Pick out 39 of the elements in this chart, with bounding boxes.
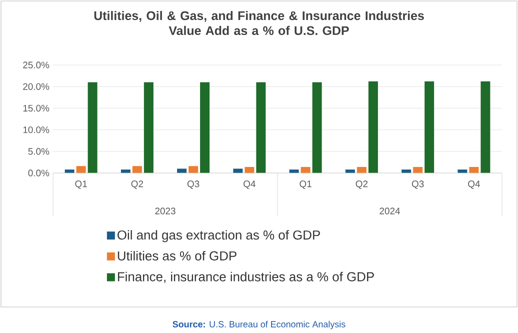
bar: [256, 82, 266, 173]
y-tick-label: 10.0%: [23, 126, 50, 134]
bar: [368, 81, 378, 173]
text: Source: U.S. Bureau of Economic Analysis: [172, 320, 346, 330]
x-tick-label: Q4: [468, 180, 480, 189]
y-tick-label: 15.0%: [23, 104, 50, 112]
bar: [177, 168, 187, 173]
bar: [233, 168, 243, 173]
text: 2023: [155, 208, 176, 214]
text: 2024: [380, 208, 400, 214]
bar: [300, 166, 310, 173]
bar: [188, 166, 198, 173]
bar: [356, 166, 366, 173]
x-tick-label: Q4: [244, 180, 256, 189]
x-tick-label: Q3: [187, 180, 200, 189]
y-tick-label: 0.0%: [28, 170, 50, 176]
chart-title: Utilities, Oil & Gas, and Finance & Insurance Industries Value Add as a % of U.S. GDP: [94, 10, 424, 36]
x-tick-label: Q1: [75, 180, 87, 189]
bar: [480, 81, 490, 173]
legend-label: Finance, insurance industries as a % of GDP: [118, 272, 374, 283]
y-tick-label: 5.0%: [28, 148, 50, 155]
x-tick-label: Q1: [300, 180, 312, 189]
x-tick-label: Q3: [412, 180, 424, 189]
bar: [132, 166, 142, 173]
legend-label: Utilities as % of GDP: [118, 250, 236, 260]
y-tick-label: 25.0%: [23, 62, 50, 68]
bar: [312, 82, 322, 173]
bar: [424, 81, 434, 173]
legend-label: Oil and gas extraction as % of GDP: [118, 230, 320, 242]
x-tick-label: Q2: [356, 180, 368, 189]
bar: [244, 166, 254, 173]
y-tick-label: 20.0%: [23, 83, 50, 90]
bar: [413, 166, 423, 173]
bar: [144, 82, 154, 173]
bar: [200, 82, 210, 173]
bar: [76, 166, 86, 173]
bar: [88, 82, 98, 173]
x-tick-label: Q2: [131, 180, 144, 189]
bar: [469, 166, 479, 173]
